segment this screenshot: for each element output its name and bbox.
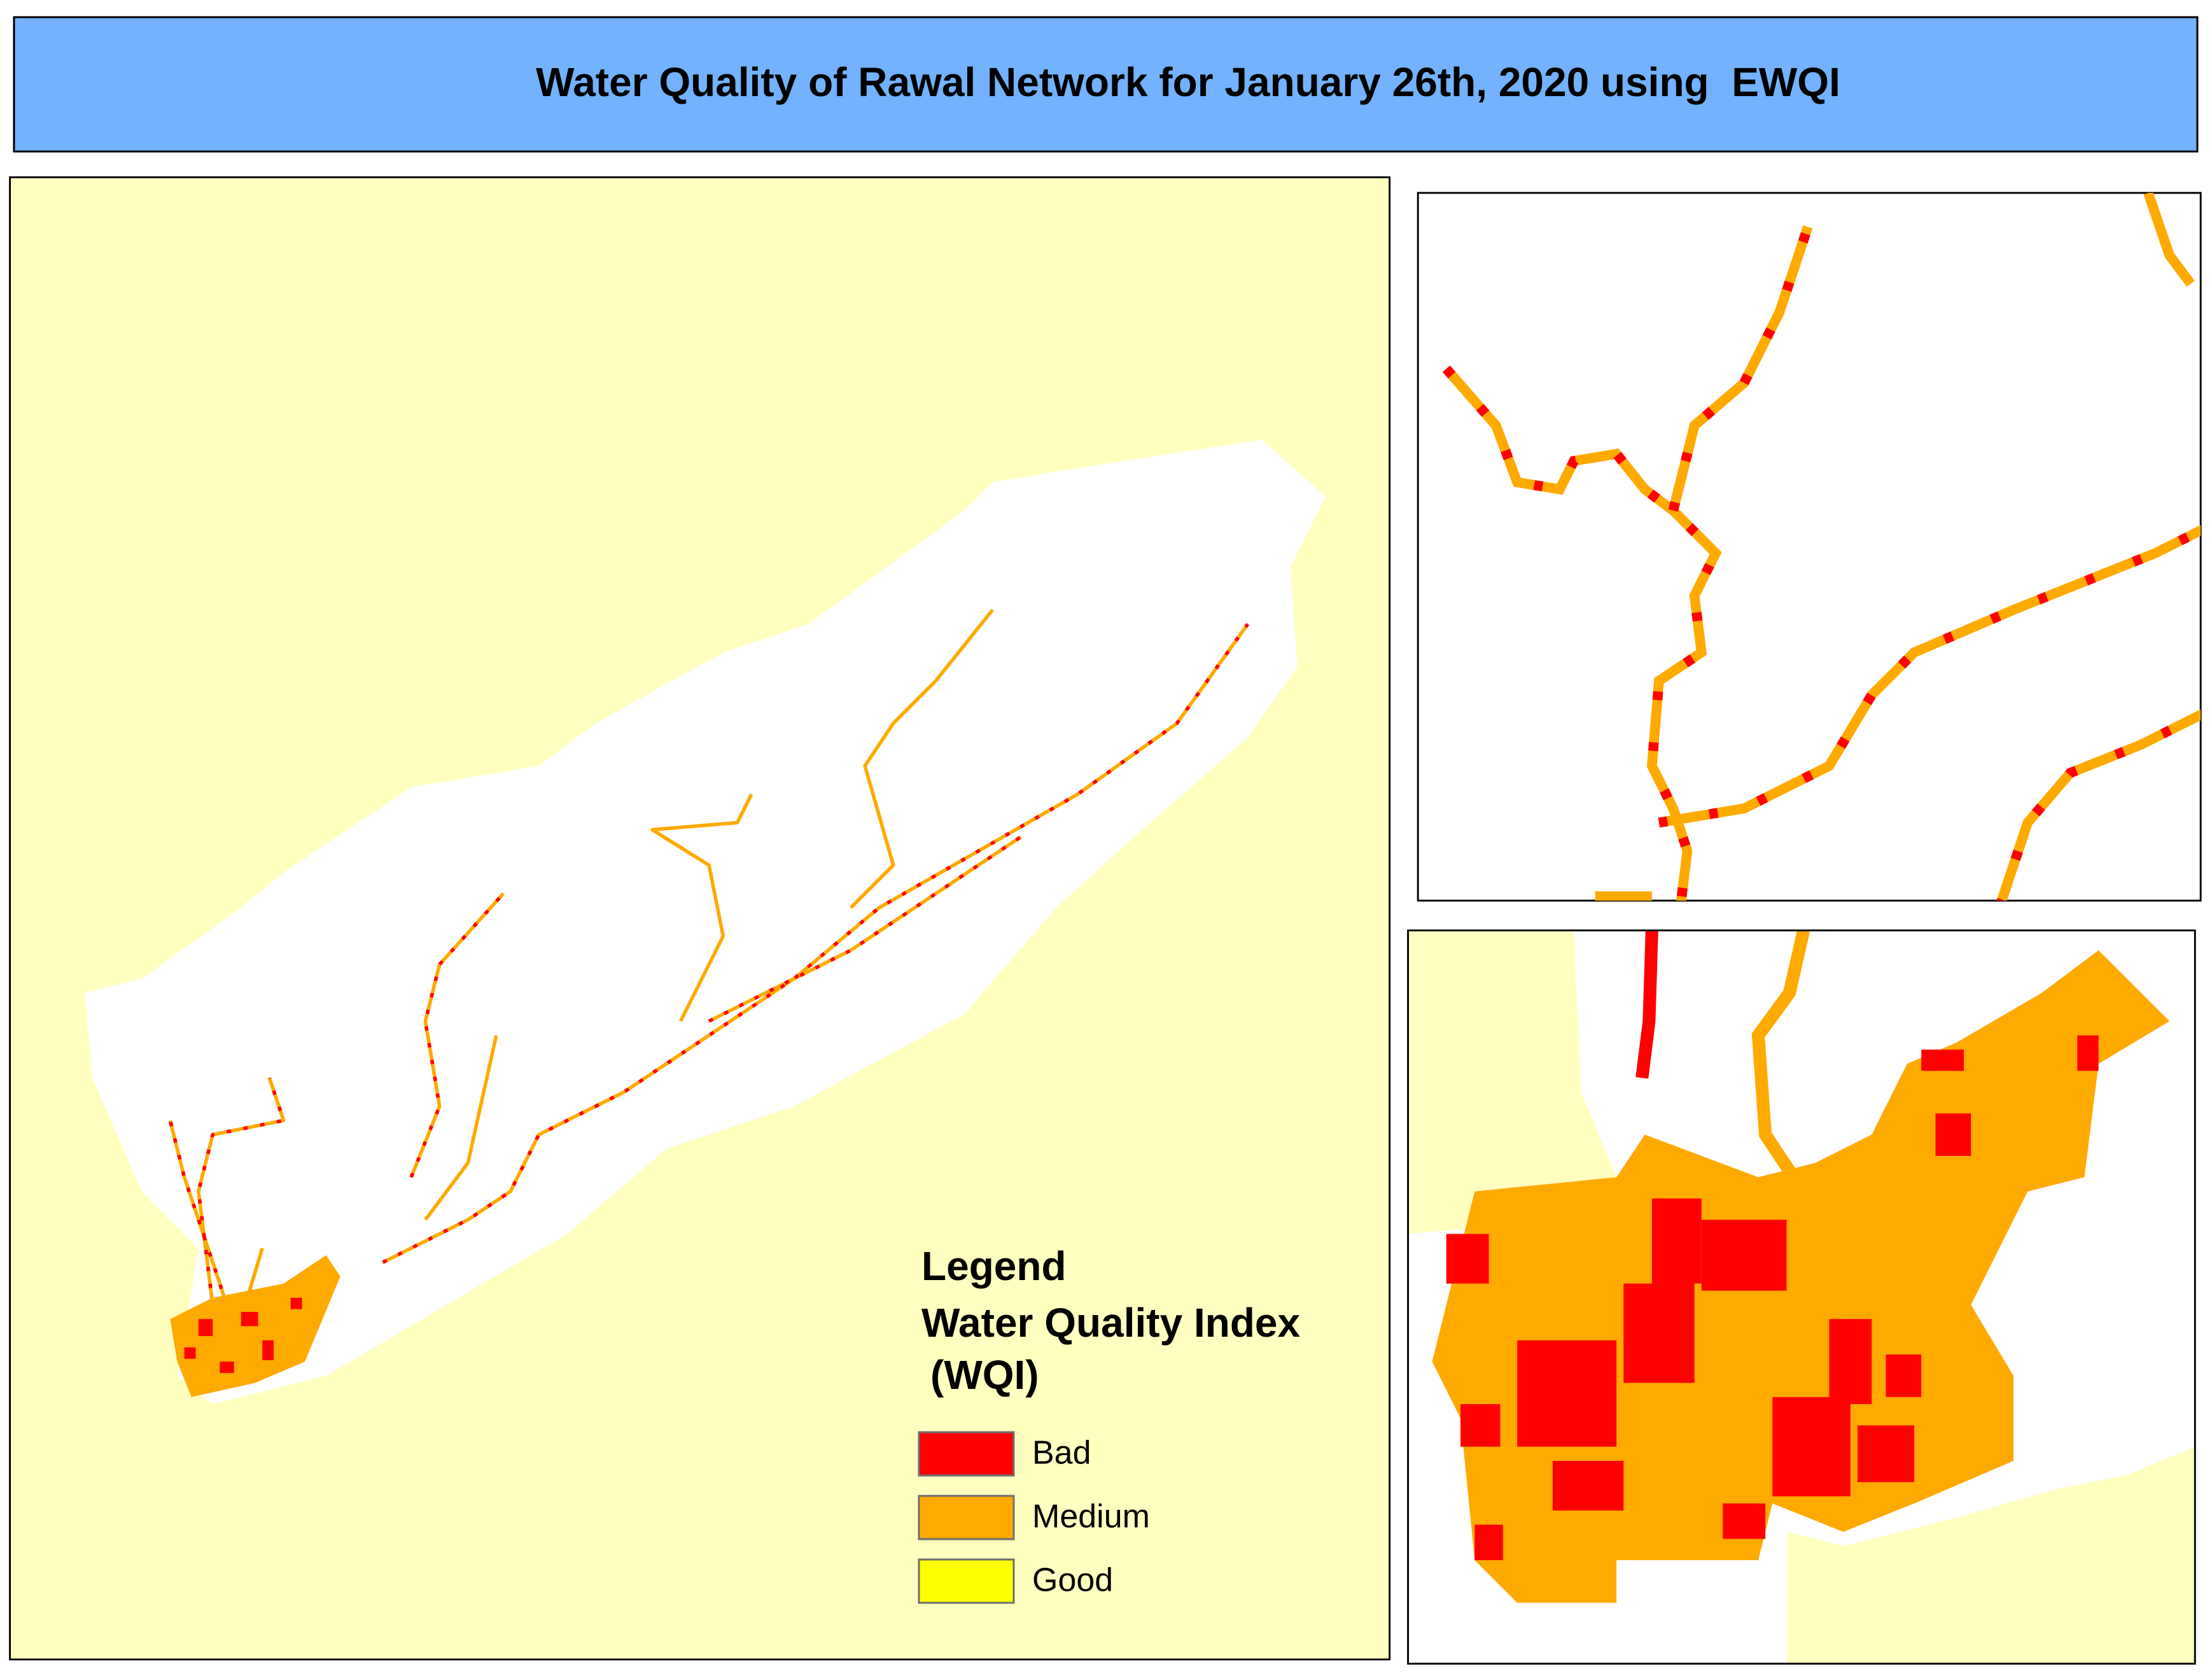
reservoir-bad bbox=[184, 1297, 302, 1373]
legend-label: Bad bbox=[1032, 1435, 1091, 1472]
legend-heading: Legend bbox=[921, 1243, 1067, 1289]
legend-title: Water Quality Index bbox=[921, 1300, 1301, 1346]
legend-swatch bbox=[918, 1495, 1015, 1540]
inset-reservoir-frame bbox=[1407, 929, 2196, 1665]
inset-streams-frame bbox=[1417, 192, 2202, 902]
legend: Legend Water Quality Index (WQI) Bad Medi… bbox=[918, 1243, 1301, 1604]
legend-swatch bbox=[918, 1431, 1015, 1477]
inset-reservoir bbox=[1408, 930, 2195, 1664]
main-streams bbox=[168, 609, 1250, 1320]
legend-title: (WQI) bbox=[930, 1352, 1039, 1398]
watershed bbox=[85, 439, 1326, 1404]
title-banner bbox=[13, 16, 2199, 153]
map-frames bbox=[9, 176, 2202, 1665]
map-title: Water Quality of Rawal Network for Janua… bbox=[536, 59, 1840, 105]
inset-streams bbox=[1442, 193, 2201, 901]
legend-swatch bbox=[918, 1558, 1015, 1604]
legend-label: Good bbox=[1032, 1562, 1113, 1599]
legend-label: Medium bbox=[1032, 1498, 1150, 1535]
